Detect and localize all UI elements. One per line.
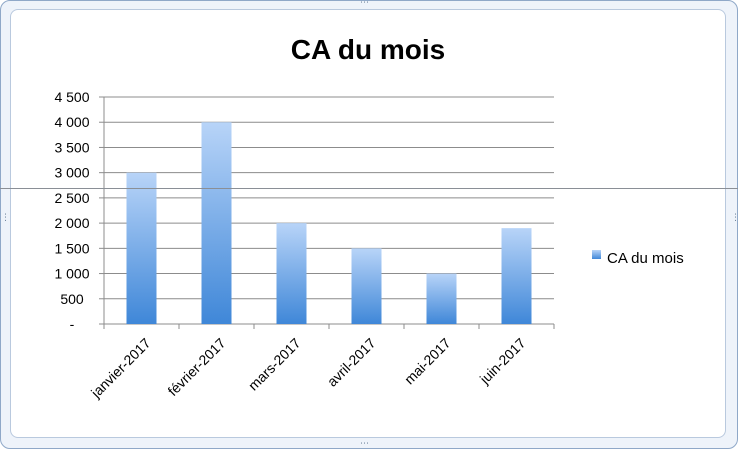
x-tick-label: avril-2017 (324, 335, 379, 390)
gridlines (104, 96, 554, 300)
y-tick-label: 2 000 (54, 215, 89, 231)
y-tick-label: 2 500 (54, 190, 89, 206)
x-tick-label: mai-2017 (401, 335, 454, 388)
axes (103, 97, 554, 325)
bar[interactable] (501, 228, 532, 324)
bar[interactable] (351, 248, 382, 324)
bar[interactable] (201, 122, 232, 324)
y-tick-label: 4 500 (54, 89, 89, 105)
y-tick-label: - (70, 316, 75, 332)
bars (126, 122, 532, 324)
chart-title: CA du mois (291, 34, 446, 65)
y-tick-label: 3 500 (54, 139, 89, 155)
resize-handle-left[interactable]: ⋮ (1, 213, 10, 223)
y-axis-ticks: - 500 1 000 1 500 2 000 2 500 3 000 3 500 4 000 4… (54, 89, 104, 332)
legend-label: CA du mois (607, 250, 684, 267)
resize-handle-top[interactable]: ⋯ (360, 0, 369, 8)
y-tick-label: 1 000 (54, 266, 89, 282)
y-tick-label: 1 500 (54, 240, 89, 256)
resize-handle-bottom[interactable]: ⋯ (360, 439, 369, 449)
x-tick-label: janvier-2017 (87, 335, 154, 402)
legend[interactable]: CA du mois (592, 250, 684, 267)
bar[interactable] (126, 172, 157, 324)
y-tick-label: 3 000 (54, 165, 89, 181)
x-tick-label: février-2017 (164, 335, 228, 399)
y-tick-label: 4 000 (54, 114, 89, 130)
x-axis-ticks: janvier-2017 février-2017 mars-2017 avril-2… (87, 324, 555, 402)
bar[interactable] (276, 223, 307, 324)
legend-swatch (592, 250, 601, 259)
x-tick-label: juin-2017 (476, 335, 529, 388)
resize-handle-right[interactable]: ⋮ (731, 213, 738, 223)
x-tick-label: mars-2017 (245, 335, 304, 394)
guide-line (0, 188, 738, 189)
bar[interactable] (426, 273, 457, 324)
y-tick-label: 500 (60, 291, 84, 307)
